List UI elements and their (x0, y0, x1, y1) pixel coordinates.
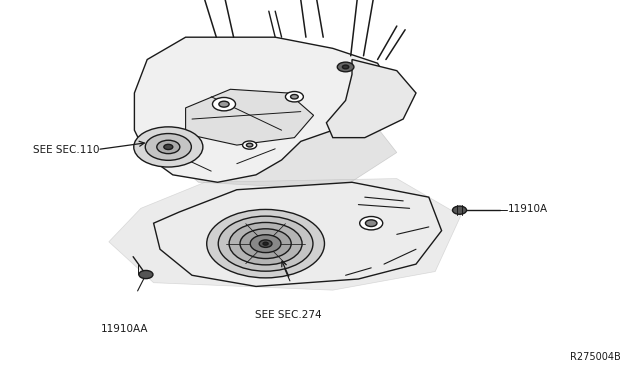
Circle shape (250, 235, 281, 253)
Polygon shape (173, 112, 397, 190)
Circle shape (360, 217, 383, 230)
Circle shape (452, 206, 467, 214)
Circle shape (145, 134, 191, 160)
Polygon shape (186, 89, 314, 145)
Circle shape (139, 270, 153, 279)
Circle shape (365, 220, 377, 227)
Polygon shape (154, 182, 442, 286)
Circle shape (291, 94, 298, 99)
Circle shape (157, 140, 180, 154)
Text: 11910AA: 11910AA (101, 324, 148, 334)
Circle shape (243, 141, 257, 149)
Circle shape (285, 92, 303, 102)
Text: R275004B: R275004B (570, 352, 621, 362)
Circle shape (246, 143, 253, 147)
Circle shape (134, 127, 203, 167)
Polygon shape (134, 37, 390, 182)
Circle shape (229, 222, 302, 265)
Circle shape (240, 229, 291, 259)
Circle shape (342, 65, 349, 69)
Circle shape (218, 216, 313, 271)
Circle shape (259, 240, 272, 247)
Circle shape (164, 144, 173, 150)
Polygon shape (109, 179, 461, 290)
Polygon shape (326, 60, 416, 138)
Text: SEE SEC.110: SEE SEC.110 (33, 145, 100, 154)
Circle shape (207, 209, 324, 278)
Circle shape (212, 97, 236, 111)
Text: SEE SEC.274: SEE SEC.274 (255, 310, 321, 320)
Circle shape (219, 101, 229, 107)
Text: 11910A: 11910A (508, 204, 548, 214)
Circle shape (263, 242, 268, 245)
Circle shape (337, 62, 354, 72)
